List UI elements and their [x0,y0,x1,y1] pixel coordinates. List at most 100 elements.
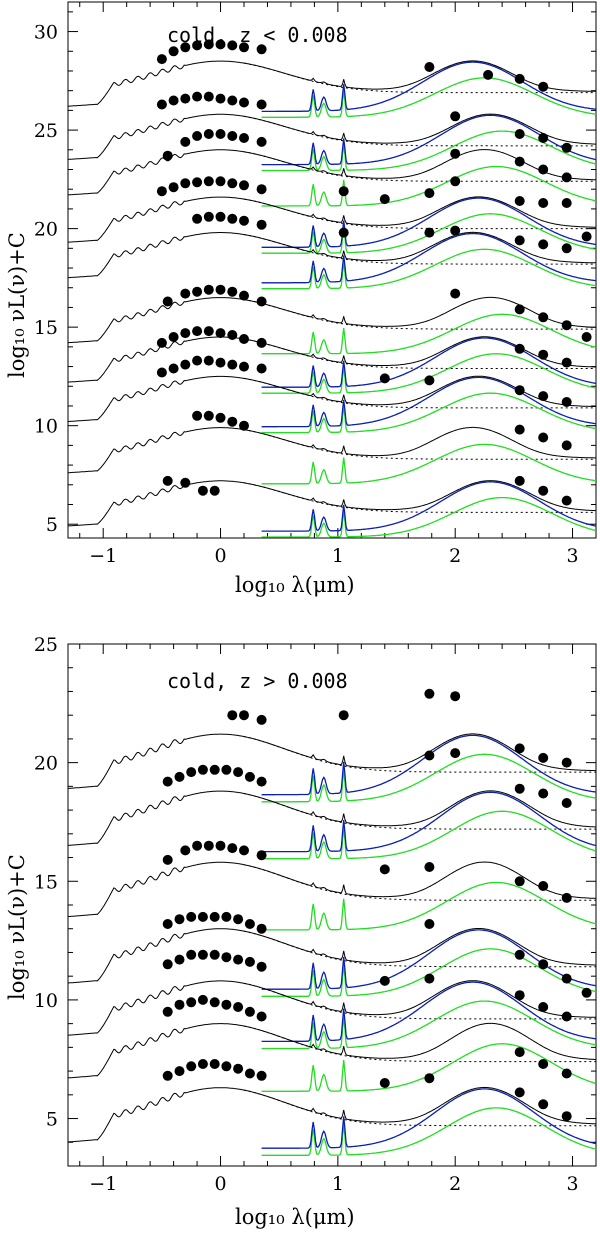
total-model-line [68,231,596,279]
data-point [162,296,173,307]
data-point [379,194,390,205]
data-point [227,359,238,370]
data-point [424,750,435,761]
data-point [215,357,226,368]
data-point [197,485,208,496]
data-point [227,95,238,106]
data-point [239,420,249,431]
data-point [162,854,173,865]
data-point [561,757,572,768]
data-point [192,131,203,141]
y-tick-label: 5 [46,514,58,536]
data-point [192,40,203,51]
total-model-line [68,1086,596,1143]
data-point [538,1002,549,1012]
data-point [162,150,173,161]
x-tick-label: 1 [332,1173,344,1195]
data-point [538,1059,549,1069]
data-point [215,93,226,104]
data-point [514,343,525,354]
data-point [174,954,185,965]
data-point [514,73,525,84]
data-point [514,1047,525,1058]
data-point [538,1099,549,1110]
data-point [186,949,197,960]
data-point [244,771,255,782]
starburst-component-line [261,61,596,113]
data-point [424,973,435,984]
data-point [256,961,267,972]
data-point [424,862,435,872]
total-model-line [68,196,596,243]
plot-frame [67,1,597,539]
data-point [215,176,226,187]
top-panel: cold, z < 0.008 log₁₀ λ(μm) log₁₀ νL(ν)+… [5,1,597,597]
starburst-component-line [261,232,596,284]
data-point [538,198,549,208]
starburst-component-line [261,1088,596,1149]
starburst-component-line [261,376,596,428]
data-point [256,219,267,230]
data-point [538,485,549,496]
data-point [538,164,549,175]
y-tick-label: 15 [34,317,58,339]
x-tick-label: 0 [214,1173,226,1195]
data-point [538,239,549,250]
green-component-line [261,77,596,118]
green-component-line [261,496,596,538]
data-point [256,184,267,195]
total-model-line [68,861,596,918]
starburst-component-line [261,337,596,388]
data-point [514,783,525,794]
y-tick-label: 5 [46,1109,58,1131]
data-point [561,1068,572,1079]
total-model-line [68,296,596,344]
data-point [174,771,185,782]
data-point [561,320,572,331]
data-point [239,361,249,372]
x-tick-label: 2 [449,545,461,567]
data-point [256,1070,267,1081]
data-point [514,156,525,167]
data-point [538,752,549,763]
x-tick-label: 2 [449,1173,461,1195]
data-point [239,42,249,53]
data-point [424,188,435,199]
data-point [203,410,214,421]
data-point [215,211,226,222]
data-point [338,710,349,721]
y-tick-label: 10 [34,990,58,1012]
data-point [239,97,249,108]
data-point [233,1002,244,1012]
data-point [162,1006,173,1017]
data-point [561,798,572,808]
y-tick-label: 25 [34,634,58,656]
data-point [424,919,435,929]
data-point [239,215,249,226]
data-point [538,788,549,799]
data-point [450,111,461,122]
data-point [239,133,249,143]
data-point [256,850,267,861]
data-point [256,296,267,307]
y-tick-label: 15 [34,871,58,893]
data-point [180,845,191,856]
data-point [197,764,208,775]
green-component-line [261,1000,596,1050]
green-component-line [261,1107,596,1156]
data-point [561,495,572,506]
data-point [203,129,214,139]
data-point [256,44,267,55]
y-tick-label: 30 [34,22,58,44]
green-component-line [261,810,596,860]
data-point [256,1011,267,1022]
data-point [514,129,525,139]
data-point [203,355,214,366]
data-point [538,81,549,92]
data-point [538,391,549,402]
data-point [186,911,197,922]
data-point [379,975,390,986]
data-point [514,876,525,887]
total-model-line [68,480,596,527]
